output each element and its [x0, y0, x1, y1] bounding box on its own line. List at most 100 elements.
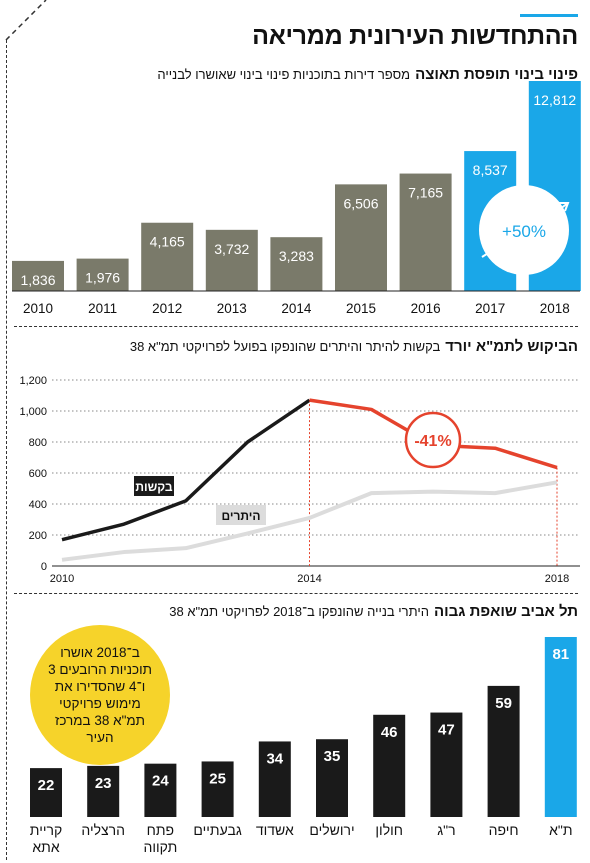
- city-bar-6: [373, 714, 406, 817]
- growth-arrow-tip: [559, 202, 570, 212]
- x-tick-label: 2018: [540, 301, 570, 316]
- bar-2013: [205, 229, 258, 291]
- city-name-label: פתח: [147, 822, 174, 838]
- x-tick-label: 2012: [152, 301, 182, 316]
- x-tick-label: 2015: [346, 301, 376, 316]
- city-value-label: 22: [38, 777, 55, 794]
- city-name-label: תקווה: [144, 839, 178, 855]
- city-value-label: 59: [495, 695, 512, 712]
- page-title: ההתחדשות העירונית ממריאה: [252, 22, 578, 50]
- city-name-label: ר"ג: [437, 822, 455, 838]
- section-divider-2: [14, 593, 578, 594]
- city-bar-5: [316, 739, 348, 817]
- yellow-callout: ב־2018 אושרו תוכניות הרובעים 3 ו־4 שהסדי…: [30, 625, 170, 765]
- series-label-requests: בקשות: [135, 480, 173, 494]
- city-value-label: 25: [209, 770, 226, 787]
- bar-2016: [399, 173, 452, 291]
- requests-label-box: [134, 476, 174, 496]
- y-tick-label: 1,000: [19, 406, 47, 418]
- city-bar-1: [87, 765, 120, 817]
- left-frame-line: [6, 40, 7, 860]
- city-value-label: 47: [438, 722, 455, 739]
- city-bar-2: [144, 763, 177, 817]
- series-requests-line-rising: [61, 398, 311, 542]
- city-value-label: 34: [266, 750, 283, 767]
- bar-value-label: 4,165: [150, 234, 185, 250]
- city-value-label: 81: [552, 646, 569, 663]
- x-tick-label: 2013: [217, 301, 247, 316]
- bar-value-label: 8,537: [473, 162, 508, 178]
- section-2-heading: הביקוש לתמ"א יורד בקשות להיתר והיתרים שהו…: [130, 338, 578, 355]
- permits-label-box: [216, 505, 266, 525]
- city-value-label: 35: [324, 748, 341, 765]
- y-tick-label: 800: [29, 437, 47, 449]
- city-name-label: גבעתיים: [193, 822, 241, 838]
- section-3-title: תל אביב שואפת גבוה: [433, 603, 578, 620]
- section-3-heading: תל אביב שואפת גבוה היתרי בנייה שהונפקו ב־…: [169, 603, 578, 620]
- section-3-subtitle: היתרי בנייה שהונפקו ב־2018 לפרויקטי תמ"א…: [169, 604, 429, 619]
- section-2-subtitle: בקשות להיתר והיתרים שהונפקו בפועל לפרויק…: [129, 339, 441, 354]
- growth-arrow-tail: [481, 247, 497, 258]
- bar-2011: [76, 258, 129, 291]
- title-accent-line: [520, 14, 578, 17]
- y-tick-label: 400: [29, 499, 47, 511]
- y-tick-label: 0: [41, 561, 47, 573]
- callout-text: ב־2018 אושרו תוכניות הרובעים 3 ו־4 שהסדי…: [48, 645, 152, 745]
- city-value-label: 24: [152, 773, 169, 790]
- corner-decoration: [5, 0, 47, 41]
- bar-2010: [12, 260, 64, 291]
- x-tick-label: 2010: [50, 573, 74, 585]
- section-1-subtitle: מספר דירות בתוכניות פינוי בינוי שאושרו ל…: [157, 67, 411, 82]
- x-tick-label: 2011: [88, 301, 117, 316]
- city-name-label: ירושלים: [309, 822, 354, 838]
- bar-value-label: 3,732: [214, 241, 249, 257]
- x-tick-label: 2017: [475, 301, 505, 316]
- series-permits-line: [61, 480, 558, 562]
- city-bar-8: [487, 685, 520, 817]
- section-2-title: הביקוש לתמ"א יורד: [445, 338, 578, 355]
- city-value-label: 23: [95, 775, 112, 792]
- city-bar-9: [544, 637, 577, 817]
- decline-circle: [404, 411, 462, 469]
- growth-annotation: +50%: [502, 222, 546, 241]
- city-bar-0: [30, 768, 62, 817]
- city-value-label: 46: [381, 724, 398, 741]
- y-tick-label: 600: [29, 468, 47, 480]
- bar-value-label: 1,836: [20, 272, 55, 288]
- city-name-label: קריית: [30, 822, 62, 838]
- x-tick-label: 2014: [297, 573, 321, 585]
- city-name-label: ת"א: [549, 822, 572, 838]
- y-tick-label: 200: [29, 530, 47, 542]
- bar-value-label: 7,165: [408, 185, 443, 201]
- bar-value-label: 12,812: [533, 92, 576, 108]
- bar-2015: [335, 184, 387, 291]
- city-bar-4: [258, 741, 291, 817]
- section-1-title: פינוי בינוי תופסת תאוצה: [415, 66, 578, 83]
- section-1-heading: פינוי בינוי תופסת תאוצה מספר דירות בתוכני…: [157, 66, 578, 83]
- approved-units-bar-chart: 1,836 2010 1,976 2011 4,165 2012 3,732 2013 3,28…: [12, 81, 581, 316]
- bar-value-label: 6,506: [343, 195, 378, 211]
- growth-arrow-head: [551, 202, 569, 216]
- city-name-label: חיפה: [489, 822, 519, 838]
- city-name-label: אשדוד: [256, 822, 294, 838]
- city-name-label: הרצליה: [81, 822, 125, 838]
- y-tick-label: 1,200: [19, 375, 47, 387]
- series-label-permits: היתרים: [221, 509, 260, 523]
- decline-annotation: -41%: [414, 433, 451, 450]
- x-tick-label: 2018: [545, 573, 569, 585]
- city-bar-3: [201, 761, 234, 817]
- city-bar-7: [430, 712, 463, 817]
- bar-value-label: 1,976: [85, 270, 120, 286]
- growth-circle: [479, 185, 569, 275]
- bar-2012: [141, 222, 194, 291]
- x-tick-label: 2010: [23, 301, 53, 316]
- bar-value-label: 3,283: [279, 248, 314, 264]
- section-divider-1: [14, 326, 578, 327]
- bar-2014: [270, 237, 323, 291]
- x-tick-label: 2014: [281, 301, 312, 316]
- tama38-line-chart: 0 200 400 600 800 1,000 1,200 2010 2014 2018 בקשות…: [19, 375, 580, 585]
- city-name-label: חולון: [375, 822, 403, 838]
- city-name-label: אתא: [32, 839, 59, 855]
- x-tick-label: 2016: [411, 301, 441, 316]
